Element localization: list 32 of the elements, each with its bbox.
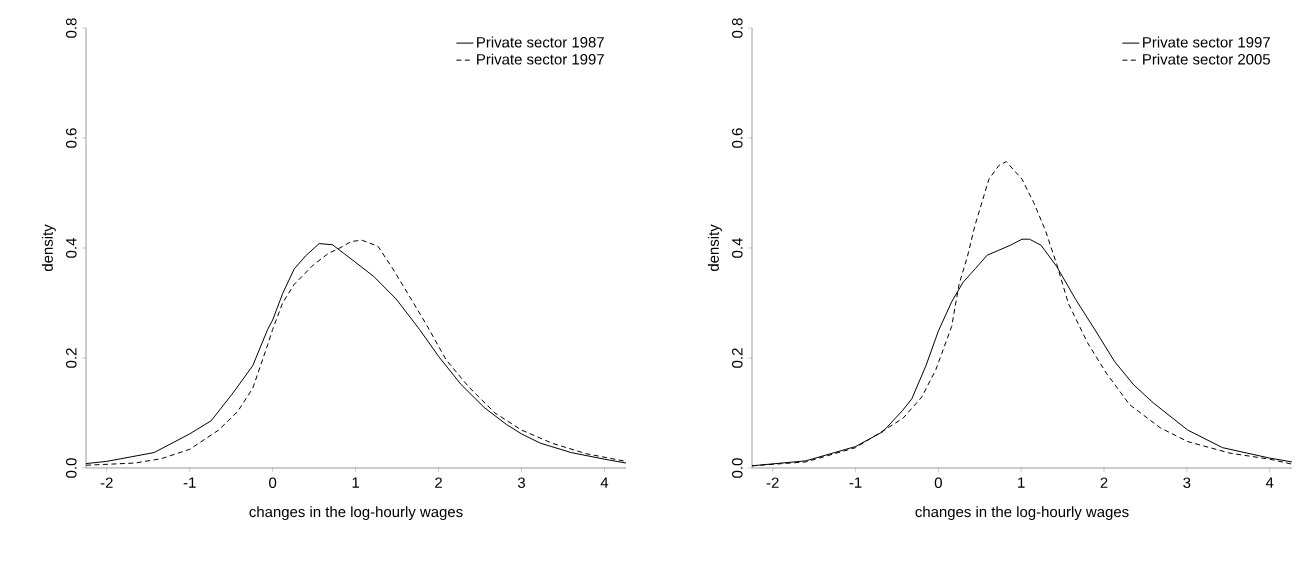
x-axis-title: changes in the log-hourly wages xyxy=(249,506,463,521)
x-tick-label: 4 xyxy=(600,477,609,488)
y-axis-title: density xyxy=(707,224,722,272)
y-tick-label: 0.8 xyxy=(66,18,77,38)
y-tick-label: 0.0 xyxy=(66,458,77,478)
y-tick-label: 0.6 xyxy=(732,128,743,148)
legend-label: Private sector 1997 xyxy=(1143,36,1270,48)
x-tick-label: 2 xyxy=(435,477,442,488)
x-tick-label: -2 xyxy=(766,477,779,488)
x-tick-label: 2 xyxy=(1100,477,1108,488)
y-tick-label: 0.0 xyxy=(732,458,743,478)
x-axis-title: changes in the log-hourly wages xyxy=(915,506,1129,521)
x-tick-label: 3 xyxy=(1183,477,1191,488)
x-tick-label: 3 xyxy=(517,477,526,488)
y-axis-title: density xyxy=(41,224,56,272)
x-tick-label: -1 xyxy=(183,477,196,488)
x-tick-label: 4 xyxy=(1265,477,1274,488)
legend-label: Private sector 2005 xyxy=(1143,53,1270,65)
x-tick-label: 0 xyxy=(934,477,942,488)
y-tick-label: 0.8 xyxy=(732,18,743,38)
y-tick-label: 0.2 xyxy=(732,348,743,368)
y-tick-label: 0.2 xyxy=(66,348,77,368)
legend-label: Private sector 1997 xyxy=(477,53,604,65)
x-tick-label: -1 xyxy=(849,477,862,488)
x-tick-label: 1 xyxy=(352,477,360,488)
y-tick-label: 0.6 xyxy=(66,128,77,148)
legend-label: Private sector 1987 xyxy=(477,36,604,48)
y-tick-label: 0.4 xyxy=(732,238,743,258)
x-tick-label: 1 xyxy=(1018,477,1025,488)
x-tick-label: -2 xyxy=(100,477,113,488)
y-tick-label: 0.4 xyxy=(66,238,77,258)
x-tick-label: 0 xyxy=(269,477,277,488)
